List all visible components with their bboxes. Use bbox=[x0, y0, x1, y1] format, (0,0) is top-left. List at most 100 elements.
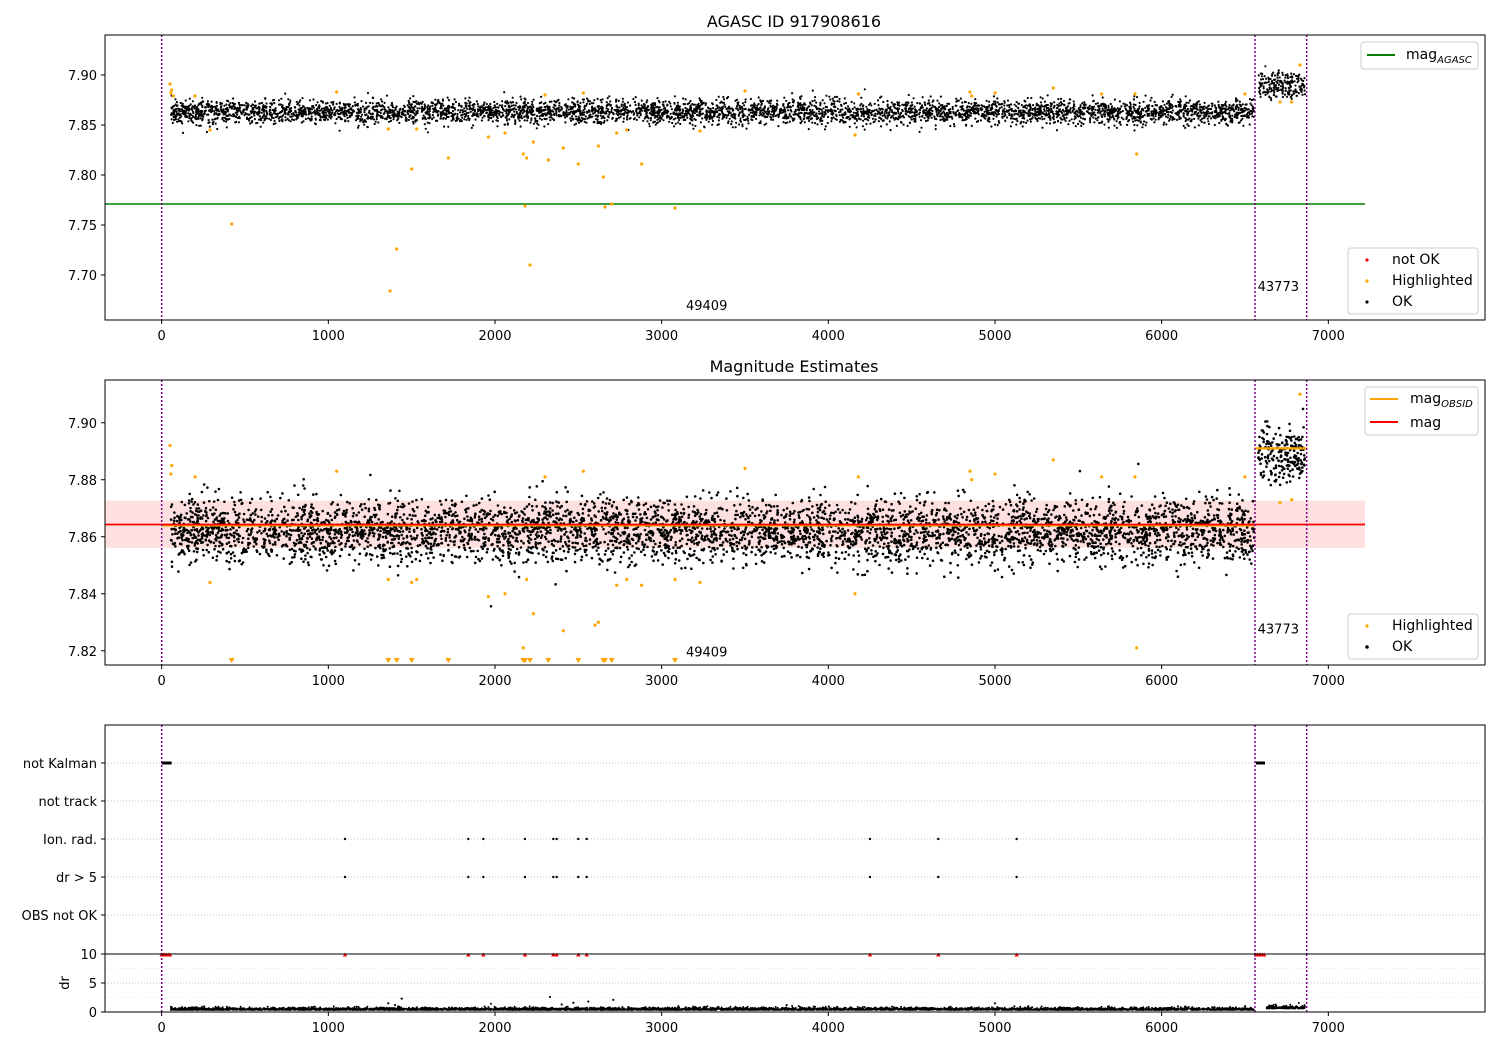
chart-1-highlighted-point bbox=[335, 90, 339, 94]
chart-2-highlighted-point bbox=[1133, 475, 1137, 479]
chart-2-clipped-marker bbox=[408, 658, 415, 663]
chart-2-highlighted-point bbox=[193, 475, 197, 479]
chart-2-clipped-marker bbox=[228, 658, 235, 663]
chart-3-dr-gt5-point bbox=[552, 875, 555, 879]
chart-2-clipped-marker bbox=[602, 658, 608, 663]
chart-2-xtick-label: 3000 bbox=[645, 674, 678, 689]
chart-2-highlighted-point bbox=[410, 580, 414, 584]
chart-4-xtick-label: 6000 bbox=[1145, 1021, 1178, 1036]
chart-4-xtick-label: 1000 bbox=[312, 1021, 345, 1036]
chart-2-clipped-marker bbox=[608, 658, 615, 663]
chart-4-dr-outlier bbox=[677, 1005, 680, 1008]
chart-2-highlighted-point bbox=[970, 478, 974, 482]
chart-1-axes: 0 1000 2000 3000 4000 5000 6000 7000 7.70 7.75 7.8… bbox=[68, 69, 1345, 344]
legend-label-mag-obsid: magOBSID bbox=[1410, 391, 1473, 410]
legend-marker-highlighted bbox=[1365, 279, 1369, 283]
chart-3-ion-rad-point bbox=[555, 837, 558, 841]
chart-2-xtick-label: 2000 bbox=[478, 674, 511, 689]
chart-2-highlighted-point bbox=[743, 466, 747, 470]
chart-2-ok-points bbox=[1257, 407, 1307, 487]
chart-3-row-label: not track bbox=[38, 795, 97, 810]
chart-1-highlighted-point bbox=[640, 162, 644, 166]
chart-1-highlighted-point bbox=[410, 167, 414, 171]
chart-3-ion-rad-point bbox=[482, 837, 485, 841]
chart-1-highlighted-point bbox=[170, 88, 174, 92]
chart-1-xtick-label: 6000 bbox=[1145, 329, 1178, 344]
chart-2-clipped-marker bbox=[393, 658, 400, 663]
chart-1-highlighted-point bbox=[1100, 92, 1104, 96]
chart-2-highlighted-point bbox=[521, 646, 525, 650]
chart-1-xtick-label: 7000 bbox=[1312, 329, 1345, 344]
chart-1-legend-lower: not OK Highlighted OK bbox=[1347, 247, 1479, 315]
legend-label-highlighted-2: Highlighted bbox=[1392, 618, 1473, 634]
chart-1-legend-upper: magAGASC bbox=[1360, 41, 1479, 70]
chart-4-xtick-label: 7000 bbox=[1312, 1021, 1345, 1036]
chart-1-highlighted-point bbox=[1278, 100, 1282, 104]
chart-3-row-label: Ion. rad. bbox=[43, 833, 97, 848]
chart-4-dr-outlier bbox=[1027, 1005, 1030, 1008]
chart-3-not-kalman-marks bbox=[1255, 761, 1265, 765]
chart-1-highlighted-point bbox=[525, 156, 529, 160]
chart-1-highlighted-point bbox=[388, 289, 392, 293]
chart-2-xtick-label: 0 bbox=[158, 674, 166, 689]
chart-4-dr-points bbox=[169, 1002, 1255, 1011]
chart-2-highlighted-point bbox=[168, 443, 172, 448]
chart-4-dr-outlier bbox=[387, 1002, 390, 1005]
chart-1-ok-points bbox=[169, 88, 1255, 134]
chart-3-dr-gt5-point bbox=[868, 875, 872, 879]
legend-label-not-ok: not OK bbox=[1392, 252, 1440, 268]
chart-1-xtick-label: 4000 bbox=[812, 329, 845, 344]
chart-3-ion-rad-point bbox=[552, 837, 555, 841]
chart-2-xtick-label: 1000 bbox=[312, 674, 345, 689]
chart-1-highlighted-point bbox=[169, 91, 173, 95]
chart-1-xtick-label: 3000 bbox=[645, 329, 678, 344]
chart-2-highlighted-point bbox=[698, 580, 702, 584]
chart-2-clipped-marker bbox=[672, 658, 678, 663]
chart-1-highlighted-point bbox=[528, 263, 532, 267]
chart-2-highlighted-point bbox=[993, 472, 997, 476]
chart-3-dr-gt5-point bbox=[937, 875, 940, 879]
chart-1-ytick-label: 7.70 bbox=[68, 269, 97, 284]
chart-3-ion-rad-point bbox=[467, 837, 470, 841]
chart-1-ytick-label: 7.75 bbox=[68, 219, 97, 234]
chart-2-xtick-label: 4000 bbox=[812, 674, 845, 689]
chart-1-xtick-label: 2000 bbox=[478, 329, 511, 344]
chart-2-legend-lower: Highlighted OK bbox=[1347, 613, 1479, 660]
legend-label-mag-agasc: magAGASC bbox=[1406, 47, 1472, 66]
chart-3-ion-rad-point bbox=[585, 837, 588, 841]
chart-1-highlighted-point bbox=[415, 127, 419, 131]
chart-4-ytick-label: 10 bbox=[80, 948, 97, 963]
chart-4-xtick-label: 5000 bbox=[978, 1021, 1011, 1036]
chart-2-xtick-label: 7000 bbox=[1312, 674, 1345, 689]
chart-3-row-label: OBS not OK bbox=[22, 909, 98, 924]
chart-3-row-label: not Kalman bbox=[23, 757, 97, 772]
chart-1-highlighted-point bbox=[230, 222, 234, 226]
chart-4-xtick-label: 2000 bbox=[478, 1021, 511, 1036]
chart-2-highlighted-point bbox=[1290, 498, 1294, 502]
chart-3-ion-rad-point bbox=[343, 837, 347, 841]
chart-1-highlighted-point bbox=[1243, 92, 1247, 96]
chart-1-highlighted-point bbox=[625, 128, 629, 132]
chart-2-ok-points bbox=[169, 462, 1256, 608]
chart-2-frame bbox=[104, 379, 1486, 666]
chart-1-ytick-label: 7.80 bbox=[68, 169, 97, 184]
chart-1-highlighted-point bbox=[523, 204, 527, 208]
chart-2-clipped-marker bbox=[445, 658, 452, 663]
chart-2-highlighted-point bbox=[386, 577, 390, 582]
chart-2-highlighted-point bbox=[640, 583, 644, 587]
chart-3-dr-gt5-point bbox=[467, 875, 470, 879]
legend-label-ok-2: OK bbox=[1392, 639, 1413, 655]
chart-1-highlighted-point bbox=[386, 127, 390, 131]
chart-1-plot-area: 49409 43773 bbox=[105, 35, 1365, 320]
chart-2-highlighted-point bbox=[543, 475, 547, 479]
chart-2-highlighted-point bbox=[673, 577, 677, 582]
chart-3-dr-gt5-point bbox=[482, 875, 485, 879]
chart-2-title: Magnitude Estimates bbox=[710, 357, 879, 376]
chart-4-axes: 0 1000 2000 3000 4000 5000 6000 7000 0 5 10 bbox=[80, 948, 1344, 1036]
chart-2-highlighted-point bbox=[968, 469, 972, 473]
chart-1-highlighted-point bbox=[395, 247, 399, 251]
chart-1-highlighted-point bbox=[521, 152, 525, 156]
chart-2-legend-upper: magOBSID mag bbox=[1364, 386, 1479, 436]
chart-2-highlighted-point bbox=[486, 595, 490, 599]
chart-1-highlighted-point bbox=[503, 131, 507, 135]
